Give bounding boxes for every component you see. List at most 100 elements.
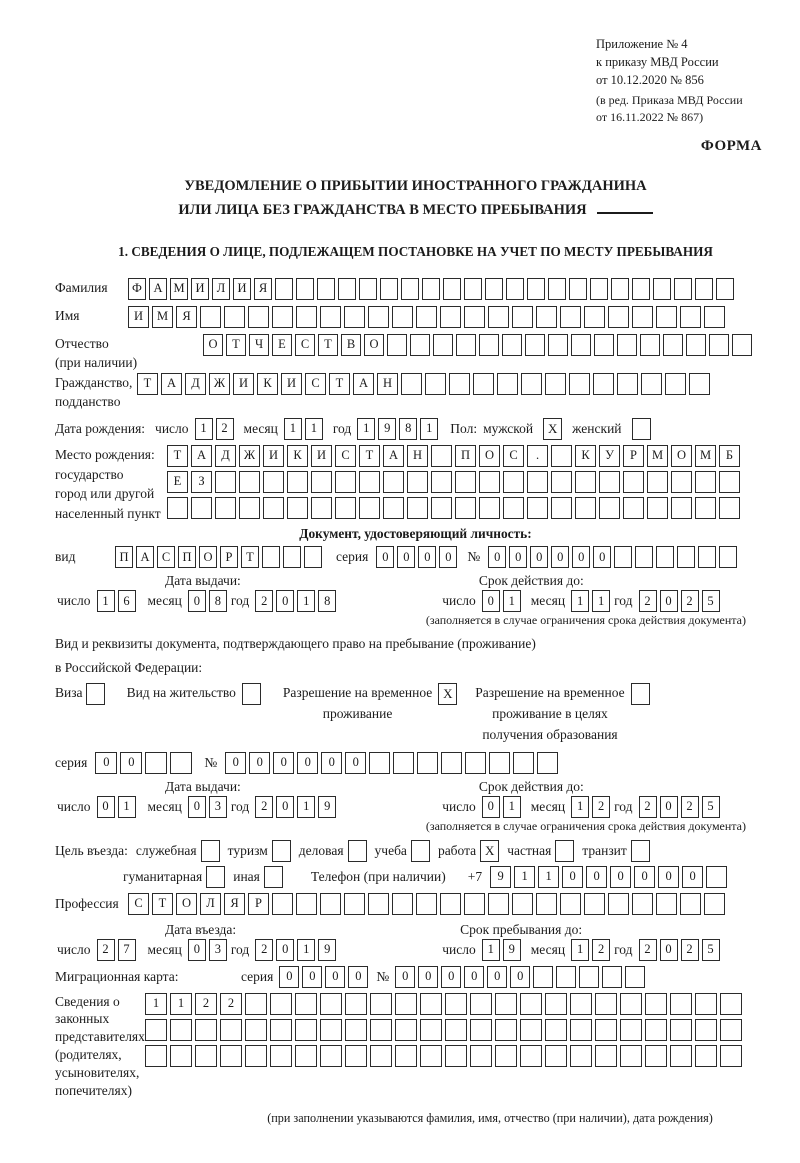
char-cell[interactable]: 0: [120, 751, 143, 774]
char-cell[interactable]: 2: [215, 417, 234, 440]
char-cell[interactable]: [719, 546, 738, 569]
char-cell[interactable]: 0: [418, 546, 437, 569]
char-cell[interactable]: Р: [623, 444, 644, 467]
char-cell[interactable]: К: [257, 372, 278, 395]
char-cell[interactable]: [635, 546, 654, 569]
char-cell[interactable]: [470, 1044, 492, 1067]
char-cell[interactable]: [344, 892, 365, 915]
char-cell[interactable]: 9: [490, 865, 512, 888]
char-cell[interactable]: [560, 305, 581, 328]
char-cell[interactable]: [695, 992, 717, 1015]
char-cell[interactable]: [527, 496, 548, 519]
char-cell[interactable]: [420, 992, 442, 1015]
purpose-private-checkbox[interactable]: [555, 839, 575, 862]
char-cell[interactable]: С: [157, 546, 175, 569]
char-cell[interactable]: 1: [96, 590, 115, 613]
char-cell[interactable]: 1: [117, 795, 136, 818]
char-cell[interactable]: 7: [117, 938, 136, 961]
char-cell[interactable]: [536, 892, 557, 915]
char-cell[interactable]: [220, 1018, 242, 1041]
char-cell[interactable]: [195, 1018, 217, 1041]
char-cell[interactable]: [595, 1018, 617, 1041]
char-cell[interactable]: М: [695, 444, 716, 467]
char-cell[interactable]: [145, 751, 168, 774]
char-cell[interactable]: Я: [224, 892, 245, 915]
char-cell[interactable]: [392, 892, 413, 915]
char-cell[interactable]: О: [199, 546, 217, 569]
char-cell[interactable]: [317, 277, 335, 300]
char-cell[interactable]: [393, 751, 415, 774]
sex-female-checkbox[interactable]: [631, 417, 651, 440]
char-cell[interactable]: [311, 470, 332, 493]
char-cell[interactable]: [716, 277, 734, 300]
purpose-study-checkbox[interactable]: [410, 839, 430, 862]
char-cell[interactable]: Е: [167, 470, 188, 493]
char-cell[interactable]: 0: [659, 795, 678, 818]
char-cell[interactable]: [570, 992, 592, 1015]
char-cell[interactable]: [295, 992, 317, 1015]
char-cell[interactable]: А: [149, 277, 167, 300]
char-cell[interactable]: 1: [420, 417, 439, 440]
char-cell[interactable]: [647, 496, 668, 519]
char-cell[interactable]: [671, 470, 692, 493]
char-cell[interactable]: [245, 1044, 267, 1067]
char-cell[interactable]: [283, 546, 301, 569]
char-cell[interactable]: [709, 333, 729, 356]
char-cell[interactable]: 0: [395, 965, 416, 988]
char-cell[interactable]: [602, 965, 623, 988]
char-cell[interactable]: Д: [185, 372, 206, 395]
char-cell[interactable]: [320, 305, 341, 328]
char-cell[interactable]: [595, 1044, 617, 1067]
char-cell[interactable]: [656, 546, 675, 569]
char-cell[interactable]: [520, 992, 542, 1015]
char-cell[interactable]: 1: [502, 590, 521, 613]
char-cell[interactable]: [617, 333, 637, 356]
char-cell[interactable]: 0: [297, 751, 319, 774]
char-cell[interactable]: П: [178, 546, 196, 569]
char-cell[interactable]: 0: [187, 795, 206, 818]
char-cell[interactable]: У: [599, 444, 620, 467]
char-cell[interactable]: [671, 496, 692, 519]
char-cell[interactable]: 0: [249, 751, 271, 774]
char-cell[interactable]: А: [191, 444, 212, 467]
char-cell[interactable]: [263, 470, 284, 493]
char-cell[interactable]: [479, 333, 499, 356]
char-cell[interactable]: 1: [145, 992, 167, 1015]
char-cell[interactable]: [632, 892, 653, 915]
char-cell[interactable]: [485, 277, 503, 300]
char-cell[interactable]: [272, 305, 293, 328]
char-cell[interactable]: [645, 992, 667, 1015]
char-cell[interactable]: [275, 277, 293, 300]
char-cell[interactable]: [395, 1018, 417, 1041]
char-cell[interactable]: [695, 1044, 717, 1067]
char-cell[interactable]: [503, 496, 524, 519]
char-cell[interactable]: [527, 470, 548, 493]
char-cell[interactable]: 2: [592, 938, 611, 961]
char-cell[interactable]: [614, 546, 633, 569]
char-cell[interactable]: [304, 546, 322, 569]
char-cell[interactable]: [287, 496, 308, 519]
char-cell[interactable]: 0: [376, 546, 395, 569]
char-cell[interactable]: [556, 965, 577, 988]
char-cell[interactable]: 0: [634, 865, 656, 888]
char-cell[interactable]: 0: [481, 590, 500, 613]
char-cell[interactable]: Т: [359, 444, 380, 467]
sex-male-checkbox[interactable]: X: [543, 417, 563, 440]
char-cell[interactable]: [545, 1018, 567, 1041]
char-cell[interactable]: 0: [610, 865, 632, 888]
char-cell[interactable]: 2: [638, 590, 657, 613]
char-cell[interactable]: [732, 333, 752, 356]
char-cell[interactable]: [370, 1018, 392, 1041]
char-cell[interactable]: [422, 277, 440, 300]
char-cell[interactable]: [296, 892, 317, 915]
purpose-tourism-checkbox[interactable]: [271, 839, 291, 862]
char-cell[interactable]: [311, 496, 332, 519]
char-cell[interactable]: [617, 372, 638, 395]
char-cell[interactable]: 8: [318, 590, 337, 613]
char-cell[interactable]: Я: [176, 305, 197, 328]
char-cell[interactable]: 1: [514, 865, 536, 888]
char-cell[interactable]: [296, 277, 314, 300]
char-cell[interactable]: 0: [276, 795, 295, 818]
char-cell[interactable]: 0: [441, 965, 462, 988]
char-cell[interactable]: 1: [481, 938, 500, 961]
